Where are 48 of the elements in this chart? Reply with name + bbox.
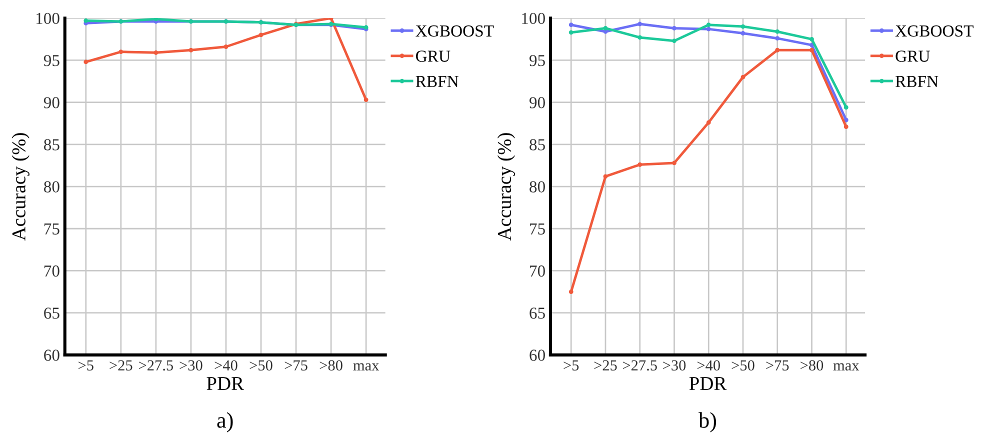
- y-tick-label: 60: [530, 350, 545, 361]
- legend-label: RBFN: [416, 76, 458, 87]
- y-axis-title: Accuracy (%): [497, 133, 516, 241]
- y-tick-label: 80: [44, 181, 60, 192]
- x-tick-label: max: [353, 363, 380, 371]
- legend-label: GRU: [896, 50, 930, 62]
- x-tick-label: >5: [78, 360, 94, 371]
- text: a): [217, 412, 233, 432]
- y-tick-label: 100: [36, 12, 60, 24]
- y-tick-label: 60: [44, 350, 60, 361]
- y-tick-label: 95: [529, 54, 545, 66]
- x-tick-label: >27.5: [622, 360, 657, 371]
- x-tick-label: >80: [800, 360, 824, 371]
- x-tick-label: >30: [663, 360, 686, 371]
- y-tick-label: 90: [44, 97, 60, 108]
- x-tick-label: max: [833, 363, 860, 371]
- y-tick-label: 95: [44, 54, 60, 66]
- y-tick-label: 85: [530, 139, 545, 150]
- y-tick-label: 80: [530, 181, 545, 192]
- legend-label: XGBOOST: [416, 25, 494, 37]
- x-tick-label: >75: [284, 360, 308, 371]
- text: b): [698, 412, 716, 432]
- x-tick-label: >25: [110, 360, 132, 371]
- y-tick-label: 70: [530, 265, 545, 277]
- x-tick-label: >40: [214, 360, 238, 371]
- y-tick-label: 100: [522, 12, 545, 24]
- x-axis-title: PDR: [206, 377, 244, 390]
- x-tick-label: >40: [697, 360, 720, 371]
- x-tick-label: >80: [320, 360, 342, 371]
- x-tick-label: >75: [766, 360, 789, 371]
- legend-label: RBFN: [896, 76, 938, 87]
- x-tick-label: >25: [594, 360, 617, 371]
- x-tick-label: >30: [180, 360, 202, 371]
- x-tick-label: >27.5: [139, 360, 174, 371]
- x-axis-title: PDR: [689, 377, 727, 390]
- y-tick-label: 70: [44, 265, 60, 277]
- x-tick-label: >50: [250, 360, 272, 371]
- legend-label: XGBOOST: [895, 25, 974, 37]
- y-axis-title: Accuracy (%): [12, 133, 30, 241]
- x-tick-label: >5: [564, 360, 579, 371]
- x-tick-label: >50: [732, 360, 754, 371]
- y-tick-label: 85: [44, 139, 60, 150]
- y-tick-label: 75: [530, 223, 545, 235]
- y-tick-label: 75: [44, 223, 60, 235]
- y-tick-label: 90: [529, 97, 545, 108]
- y-tick-label: 65: [44, 308, 60, 319]
- y-tick-label: 65: [530, 308, 545, 319]
- legend-label: GRU: [416, 50, 450, 62]
